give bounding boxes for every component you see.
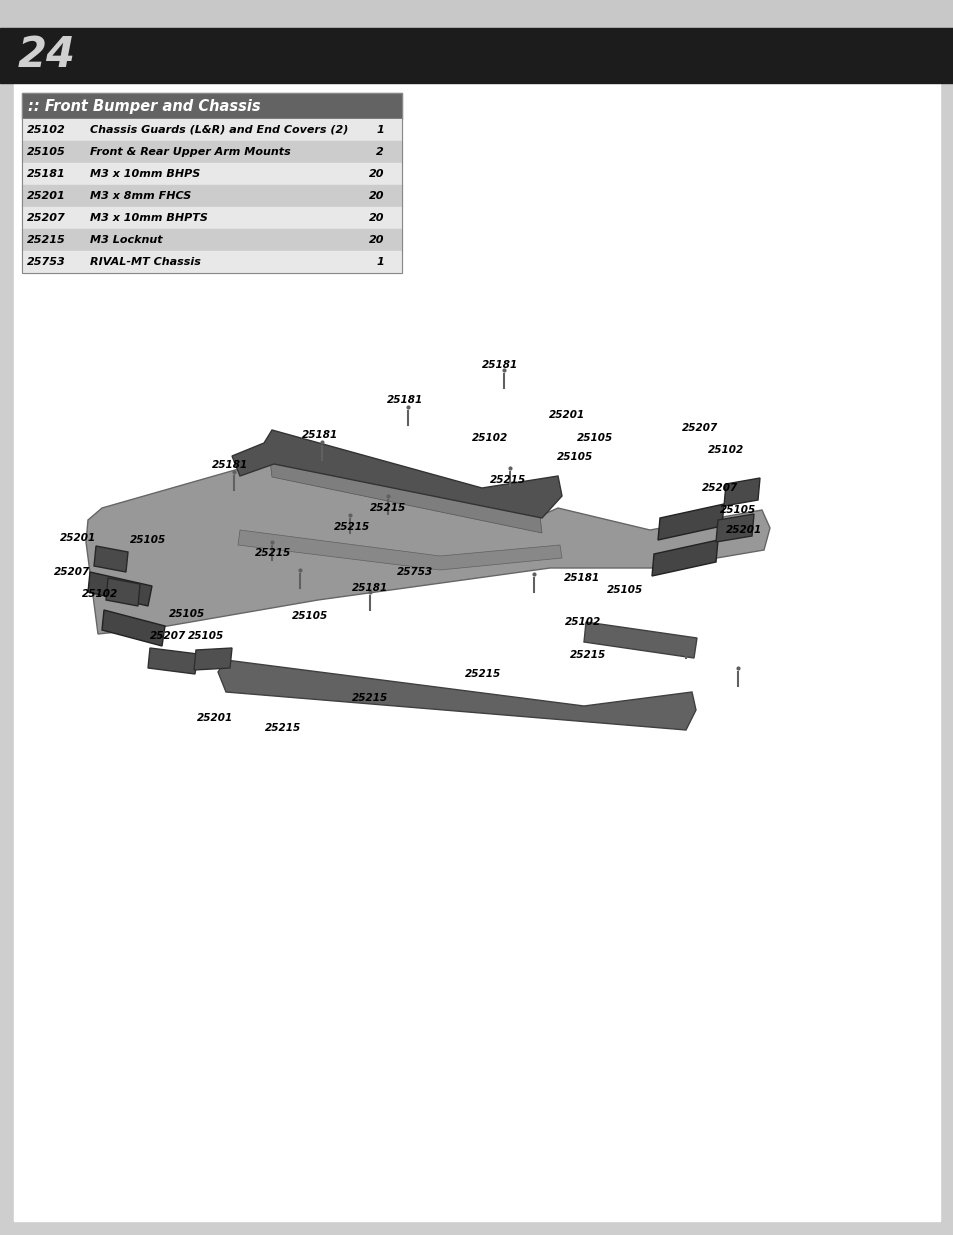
Bar (0, 0, 953, 28)
Text: 25215: 25215 (254, 548, 291, 558)
Polygon shape (651, 540, 718, 576)
Text: 25207: 25207 (681, 424, 718, 433)
Text: 25181: 25181 (481, 359, 517, 370)
Text: 25201: 25201 (27, 191, 66, 201)
Text: :: Front Bumper and Chassis: :: Front Bumper and Chassis (28, 99, 260, 114)
Text: 25105: 25105 (557, 452, 593, 462)
Text: 25102: 25102 (27, 125, 66, 135)
Text: 1: 1 (375, 257, 384, 267)
Polygon shape (583, 622, 697, 658)
Bar (22, 93, 401, 273)
Text: 25215: 25215 (464, 669, 500, 679)
Bar (22, 141, 401, 163)
Text: 25181: 25181 (212, 459, 248, 471)
Text: 25201: 25201 (548, 410, 584, 420)
Text: M3 x 10mm BHPTS: M3 x 10mm BHPTS (90, 212, 208, 224)
Text: 20: 20 (368, 191, 384, 201)
Polygon shape (237, 530, 561, 571)
Text: 25207: 25207 (150, 631, 186, 641)
Text: 25201: 25201 (196, 713, 233, 722)
Text: 25201: 25201 (725, 525, 761, 535)
Polygon shape (148, 648, 198, 674)
Text: 25215: 25215 (27, 235, 66, 245)
Polygon shape (106, 578, 140, 606)
Text: 25105: 25105 (130, 535, 166, 545)
Polygon shape (193, 648, 232, 671)
Text: 25105: 25105 (188, 631, 224, 641)
Text: 24: 24 (18, 35, 76, 77)
Polygon shape (102, 610, 165, 646)
Text: 25207: 25207 (53, 567, 90, 577)
Bar (22, 163, 401, 185)
Text: 25181: 25181 (563, 573, 599, 583)
Text: 20: 20 (368, 235, 384, 245)
Text: 25102: 25102 (564, 618, 600, 627)
Text: 25181: 25181 (387, 395, 423, 405)
Text: 25207: 25207 (701, 483, 738, 493)
Text: 25181: 25181 (352, 583, 388, 593)
Text: 25105: 25105 (606, 585, 642, 595)
Bar (22, 185, 401, 207)
Text: 25105: 25105 (27, 147, 66, 157)
Polygon shape (218, 659, 696, 730)
Text: 25753: 25753 (27, 257, 66, 267)
Text: 25215: 25215 (489, 475, 525, 485)
Text: 25181: 25181 (27, 169, 66, 179)
Text: 2: 2 (375, 147, 384, 157)
Text: 25215: 25215 (265, 722, 301, 734)
Text: 20: 20 (368, 212, 384, 224)
Text: M3 x 10mm BHPS: M3 x 10mm BHPS (90, 169, 200, 179)
Text: 25753: 25753 (396, 567, 433, 577)
Polygon shape (270, 459, 541, 534)
Polygon shape (658, 504, 723, 540)
Text: 25215: 25215 (334, 522, 370, 532)
Text: RIVAL-MT Chassis: RIVAL-MT Chassis (90, 257, 201, 267)
Text: M3 Locknut: M3 Locknut (90, 235, 162, 245)
Text: 25215: 25215 (569, 650, 605, 659)
Text: 25102: 25102 (82, 589, 118, 599)
Polygon shape (723, 478, 760, 506)
Text: 25102: 25102 (707, 445, 743, 454)
Text: 25215: 25215 (370, 503, 406, 513)
Polygon shape (232, 430, 561, 517)
Bar (22, 207, 401, 228)
Text: 1: 1 (375, 125, 384, 135)
Bar (22, 119, 401, 141)
Polygon shape (716, 514, 753, 542)
Bar (22, 93, 401, 119)
Polygon shape (86, 459, 769, 634)
Polygon shape (94, 546, 128, 572)
Bar (22, 228, 401, 251)
Text: M3 x 8mm FHCS: M3 x 8mm FHCS (90, 191, 191, 201)
Bar (0, 28, 953, 83)
Text: 25105: 25105 (169, 609, 205, 619)
Polygon shape (88, 572, 152, 606)
Text: Front & Rear Upper Arm Mounts: Front & Rear Upper Arm Mounts (90, 147, 291, 157)
Text: 25215: 25215 (352, 693, 388, 703)
Text: 25102: 25102 (472, 433, 508, 443)
Text: 25201: 25201 (60, 534, 96, 543)
Text: 25207: 25207 (27, 212, 66, 224)
Text: 25105: 25105 (292, 611, 328, 621)
Text: 25181: 25181 (301, 430, 337, 440)
Text: 25105: 25105 (720, 505, 756, 515)
Bar (22, 251, 401, 273)
Text: Chassis Guards (L&R) and End Covers (2): Chassis Guards (L&R) and End Covers (2) (90, 125, 348, 135)
Text: 20: 20 (368, 169, 384, 179)
Text: 25105: 25105 (577, 433, 613, 443)
